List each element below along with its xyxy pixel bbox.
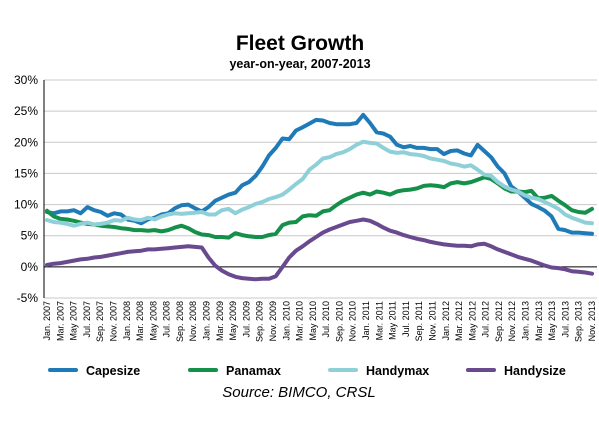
y-tick-label: 15% — [14, 166, 38, 180]
x-tick-label: Mar. 2008 — [135, 301, 145, 341]
x-tick-label: Jan. 2008 — [122, 301, 132, 341]
x-axis-ticks: Jan. 2007 Mar. 2007 May 2007 Jul. 2007 Sep. … — [42, 301, 597, 342]
series-line-handysize — [45, 217, 594, 282]
y-tick-label: 5% — [21, 229, 39, 243]
y-tick-label: 30% — [14, 73, 38, 87]
x-tick-label: Sep. 2010 — [334, 301, 344, 342]
x-tick-label: Jan. 2007 — [42, 301, 52, 341]
x-tick-label: May 2012 — [467, 301, 477, 341]
x-tick-label: Sep. 2013 — [574, 301, 584, 342]
legend-label-panamax: Panamax — [226, 364, 281, 378]
y-tick-label: 10% — [14, 198, 38, 212]
source-note: Source: BIMCO, CRSL — [222, 384, 375, 401]
x-tick-label: Jan. 2011 — [361, 301, 371, 340]
x-tick-label: Sep. 2012 — [494, 301, 504, 342]
y-tick-label: -5% — [17, 291, 39, 305]
legend-label-capesize: Capesize — [86, 364, 140, 378]
legend-label-handysize: Handysize — [504, 364, 566, 378]
chart-subtitle: year-on-year, 2007-2013 — [229, 57, 370, 71]
x-tick-label: Jul. 2009 — [241, 301, 251, 338]
x-tick-label: Jul. 2007 — [82, 301, 92, 338]
x-tick-label: Jul. 2010 — [321, 301, 331, 338]
x-tick-label: May 2011 — [388, 301, 398, 340]
x-tick-label: Mar. 2013 — [534, 301, 544, 341]
x-tick-label: Sep. 2011 — [414, 301, 424, 341]
legend: Capesize Panamax Handymax Handysize — [48, 364, 566, 378]
x-tick-label: Mar. 2011 — [374, 301, 384, 340]
x-tick-label: Jan. 2009 — [202, 301, 212, 341]
x-tick-label: Sep. 2009 — [255, 301, 265, 342]
x-tick-label: Nov. 2012 — [507, 301, 517, 341]
y-tick-label: 25% — [14, 104, 38, 118]
chart-title: Fleet Growth — [236, 32, 364, 55]
x-tick-label: Nov. 2010 — [348, 301, 358, 341]
legend-label-handymax: Handymax — [366, 364, 429, 378]
x-tick-label: Nov. 2008 — [188, 301, 198, 341]
x-tick-label: Sep. 2007 — [95, 301, 105, 342]
series-line-handymax — [45, 139, 594, 228]
x-tick-label: Nov. 2013 — [587, 301, 597, 341]
x-tick-label: Jul. 2012 — [481, 301, 491, 338]
y-tick-label: 0% — [21, 260, 39, 274]
x-tick-label: Nov. 2009 — [268, 301, 278, 341]
x-tick-label: Mar. 2012 — [454, 301, 464, 341]
y-tick-label: 20% — [14, 135, 38, 149]
series-line-capesize — [45, 112, 594, 236]
x-tick-label: May 2008 — [148, 301, 158, 341]
x-tick-label: Mar. 2009 — [215, 301, 225, 341]
x-tick-label: Jan. 2010 — [281, 301, 291, 341]
x-tick-label: Jul. 2008 — [162, 301, 172, 338]
x-tick-label: May 2009 — [228, 301, 238, 341]
x-tick-label: May 2010 — [308, 301, 318, 341]
series-lines — [45, 112, 594, 282]
x-tick-label: Nov. 2011 — [427, 301, 437, 341]
x-tick-label: Sep. 2008 — [175, 301, 185, 342]
x-tick-label: Jan. 2012 — [441, 301, 451, 341]
x-tick-label: Nov. 2007 — [108, 301, 118, 341]
x-tick-label: Mar. 2010 — [295, 301, 305, 341]
x-tick-label: May 2013 — [547, 301, 557, 341]
x-tick-label: Jul. 2011 — [401, 301, 411, 337]
x-tick-label: Jan. 2013 — [521, 301, 531, 341]
x-tick-label: Jul. 2013 — [560, 301, 570, 338]
y-axis-ticks: -5% 0% 5% 10% 15% 20% 25% 30% — [14, 73, 38, 305]
x-tick-label: Mar. 2007 — [55, 301, 65, 341]
x-tick-label: May 2007 — [69, 301, 79, 341]
